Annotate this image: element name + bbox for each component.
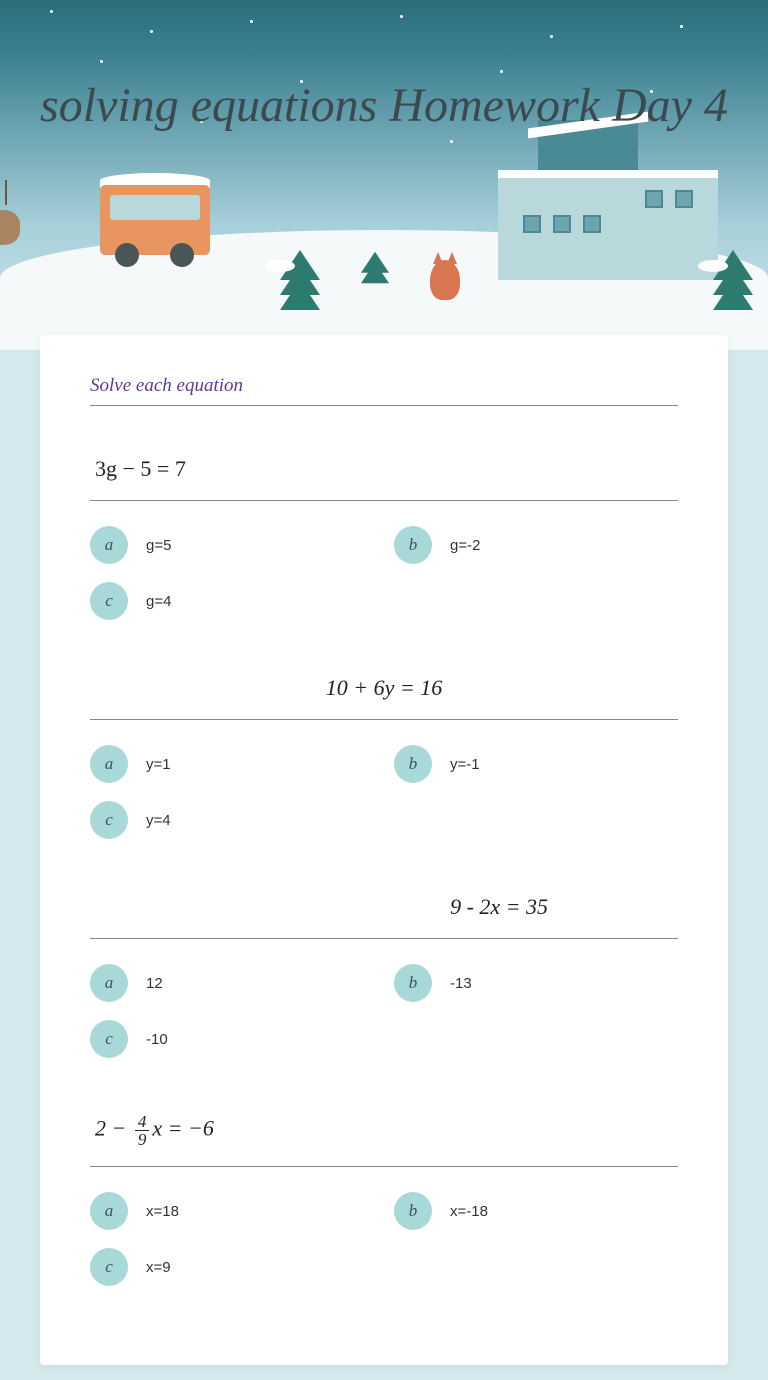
- bus-illustration: [100, 185, 210, 255]
- page-title: solving equations Homework Day 4: [0, 75, 768, 137]
- option-badge: a: [90, 526, 128, 564]
- tree-illustration: [713, 265, 753, 310]
- option-c[interactable]: c g=4: [90, 582, 374, 620]
- option-label: x=18: [146, 1203, 179, 1220]
- option-c[interactable]: c y=4: [90, 801, 374, 839]
- option-label: g=-2: [450, 537, 480, 554]
- option-badge: a: [90, 745, 128, 783]
- option-label: g=4: [146, 593, 171, 610]
- option-label: y=1: [146, 756, 171, 773]
- option-badge: c: [90, 801, 128, 839]
- option-b[interactable]: b x=-18: [394, 1192, 678, 1230]
- question-text: 10 + 6y = 16: [90, 675, 678, 720]
- option-badge: b: [394, 964, 432, 1002]
- worksheet-card: Solve each equation 3g − 5 = 7 a g=5 b g=-2 c…: [40, 335, 728, 1365]
- option-label: y=-1: [450, 756, 480, 773]
- option-c[interactable]: c x=9: [90, 1248, 374, 1286]
- option-badge: c: [90, 1248, 128, 1286]
- question-text: 9 - 2x = 35: [90, 894, 678, 939]
- question-4: 2 − 49x = −6 a x=18 b x=-18 c x=9: [90, 1113, 678, 1286]
- instruction-text: Solve each equation: [90, 375, 678, 406]
- tree-illustration: [361, 252, 389, 284]
- hero-banner: solving equations Homework Day 4: [0, 0, 768, 350]
- option-badge: b: [394, 526, 432, 564]
- option-b[interactable]: b -13: [394, 964, 678, 1002]
- option-label: y=4: [146, 812, 171, 829]
- house-illustration: [498, 170, 718, 280]
- option-badge: c: [90, 1020, 128, 1058]
- tree-illustration: [280, 265, 320, 310]
- question-text: 2 − 49x = −6: [90, 1113, 678, 1167]
- question-text: 3g − 5 = 7: [90, 456, 678, 501]
- option-label: x=9: [146, 1259, 171, 1276]
- option-a[interactable]: a y=1: [90, 745, 374, 783]
- option-label: x=-18: [450, 1203, 488, 1220]
- option-a[interactable]: a g=5: [90, 526, 374, 564]
- question-1: 3g − 5 = 7 a g=5 b g=-2 c g=4: [90, 456, 678, 620]
- option-a[interactable]: a 12: [90, 964, 374, 1002]
- option-b[interactable]: b g=-2: [394, 526, 678, 564]
- deer-illustration: [0, 180, 40, 250]
- option-label: g=5: [146, 537, 171, 554]
- option-badge: a: [90, 964, 128, 1002]
- option-b[interactable]: b y=-1: [394, 745, 678, 783]
- option-a[interactable]: a x=18: [90, 1192, 374, 1230]
- option-label: 12: [146, 975, 163, 992]
- option-badge: a: [90, 1192, 128, 1230]
- option-badge: b: [394, 745, 432, 783]
- fox-illustration: [430, 260, 470, 320]
- option-c[interactable]: c -10: [90, 1020, 374, 1058]
- option-label: -10: [146, 1031, 168, 1048]
- question-2: 10 + 6y = 16 a y=1 b y=-1 c y=4: [90, 675, 678, 839]
- option-badge: c: [90, 582, 128, 620]
- question-3: 9 - 2x = 35 a 12 b -13 c -10: [90, 894, 678, 1058]
- option-badge: b: [394, 1192, 432, 1230]
- option-label: -13: [450, 975, 472, 992]
